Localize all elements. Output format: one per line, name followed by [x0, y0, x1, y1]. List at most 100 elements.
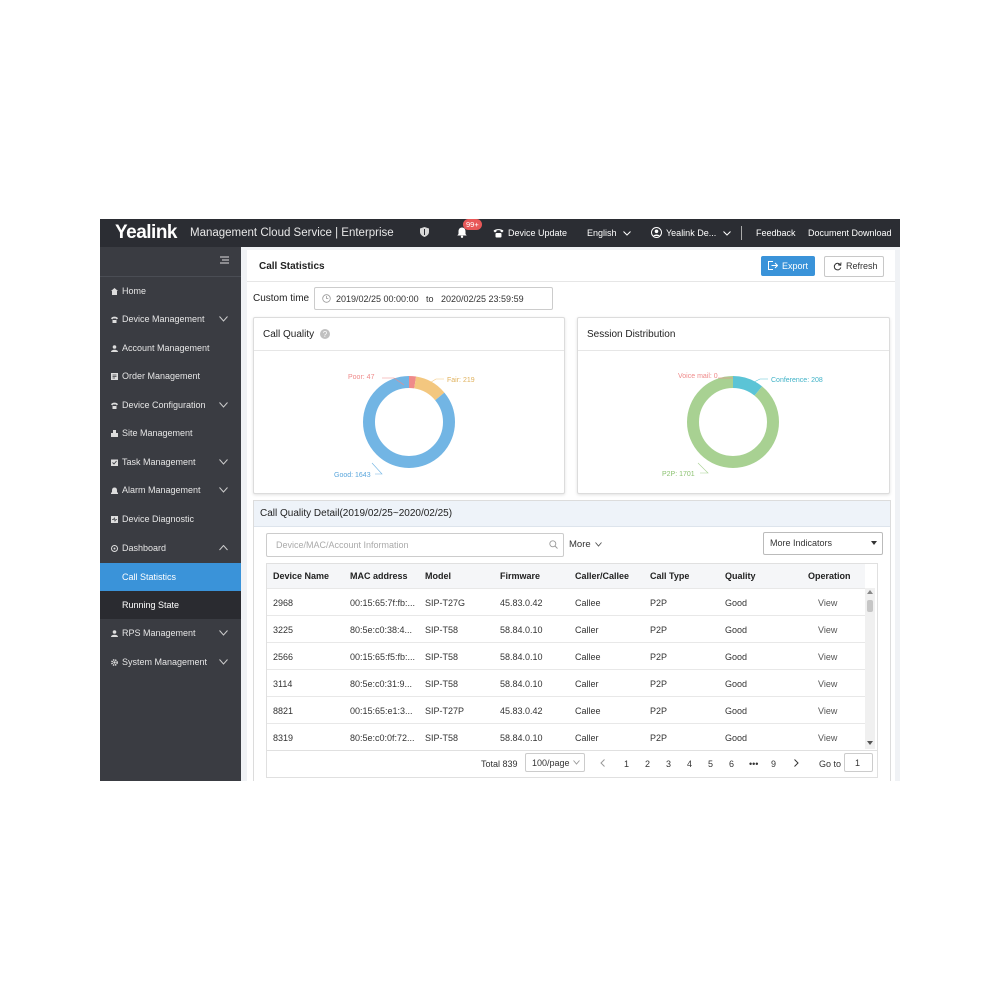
slice-p2p: [687, 376, 779, 468]
table-row: 8821 00:15:65:e1:3... SIP-T27P 45.83.0.42 Ca…: [267, 696, 865, 724]
feedback-link[interactable]: Feedback: [756, 228, 796, 238]
page-number[interactable]: 2: [645, 759, 651, 769]
sidebar-subitem-label: Call Statistics: [122, 572, 177, 582]
site-icon: [111, 430, 118, 437]
table-cell: 8319: [273, 733, 294, 743]
good-label: Good: 1643: [334, 472, 371, 479]
date-to: 2020/02/25 23:59:59: [441, 294, 524, 304]
scroll-down-icon[interactable]: [867, 741, 873, 745]
table-cell: P2P: [650, 706, 668, 716]
export-label: Export: [782, 261, 809, 271]
page-number[interactable]: 5: [708, 759, 714, 769]
table-cell: 80:5e:c0:31:9...: [350, 679, 413, 689]
refresh-button[interactable]: Refresh: [824, 256, 884, 277]
date-range-picker[interactable]: 2019/02/25 00:00:00 to 2020/02/25 23:59:…: [314, 287, 553, 310]
table-cell: P2P: [650, 652, 668, 662]
user-menu[interactable]: Yealink De...: [666, 228, 731, 238]
search-input[interactable]: Device/MAC/Account Information: [266, 533, 564, 557]
leader-line-poor: [382, 377, 405, 386]
scrollbar-thumb[interactable]: [867, 600, 873, 612]
header-divider: [247, 281, 895, 282]
sidebar-subitem-label: Running State: [122, 600, 180, 610]
next-page-icon[interactable]: [794, 759, 799, 767]
sidebar-item-label: Device Configuration: [122, 400, 206, 410]
export-icon: [768, 261, 778, 270]
goto-value: 1: [855, 758, 861, 768]
table-cell: P2P: [650, 598, 668, 608]
view-link[interactable]: View: [818, 733, 838, 743]
table-row: 3225 80:5e:c0:38:4... SIP-T58 58.84.0.10 Cal…: [267, 615, 865, 643]
sidebar-item-task-management[interactable]: Task Management: [100, 449, 241, 477]
pagination: Total 839 100/page 1 2 3 4 5 6 ••• 9 Go to 1: [266, 749, 878, 778]
bell-icon[interactable]: [457, 227, 467, 238]
prev-page-icon[interactable]: [600, 759, 605, 767]
diagnostic-icon: [111, 516, 118, 523]
table-cell: 58.84.0.10: [500, 652, 543, 662]
table-cell: 8821: [273, 706, 294, 716]
sidebar-item-site-management[interactable]: Site Management: [100, 420, 241, 448]
chevron-down-icon: [219, 630, 228, 636]
table-cell: Caller: [575, 679, 599, 689]
view-link[interactable]: View: [818, 679, 838, 689]
per-page-select[interactable]: 100/page: [525, 753, 585, 772]
sidebar-item-device-management[interactable]: Device Management: [100, 306, 241, 334]
view-link[interactable]: View: [818, 598, 838, 608]
table-cell: 58.84.0.10: [500, 679, 543, 689]
column-header: Call Type: [650, 571, 690, 581]
fair-label: Fair: 219: [447, 377, 475, 384]
sidebar-item-rps-management[interactable]: RPS Management: [100, 620, 241, 648]
svg-text:?: ?: [323, 330, 328, 339]
goto-page-input[interactable]: 1: [844, 753, 873, 772]
page-number[interactable]: 4: [687, 759, 693, 769]
sidebar-item-dashboard[interactable]: Dashboard: [100, 535, 241, 563]
device-update-link[interactable]: Device Update: [508, 228, 568, 238]
gear-icon: [111, 659, 118, 666]
column-header: MAC address: [350, 571, 408, 581]
date-from: 2019/02/25 00:00:00: [336, 294, 419, 304]
table-cell: 45.83.0.42: [500, 598, 543, 608]
conference-label: Conference: 208: [771, 377, 823, 384]
page-number[interactable]: 6: [729, 759, 735, 769]
table-scrollbar[interactable]: [865, 588, 875, 749]
sidebar-item-home[interactable]: Home: [100, 278, 241, 306]
view-link[interactable]: View: [818, 625, 838, 635]
more-filter-button[interactable]: More: [569, 539, 602, 550]
sidebar-item-device-diagnostic[interactable]: Device Diagnostic: [100, 506, 241, 534]
sidebar-item-label: Account Management: [122, 343, 210, 353]
sidebar-item-alarm-management[interactable]: Alarm Management: [100, 477, 241, 505]
language-label: English: [587, 228, 617, 238]
sidebar-item-order-management[interactable]: Order Management: [100, 363, 241, 391]
scroll-up-icon[interactable]: [867, 590, 873, 594]
table-cell: 00:15:65:f5:fb:...: [350, 652, 416, 662]
page-number[interactable]: 3: [666, 759, 672, 769]
device-icon: [111, 316, 118, 323]
help-icon[interactable]: ?: [320, 329, 330, 339]
card-header: Session Distribution: [578, 318, 889, 351]
search-icon[interactable]: [549, 540, 558, 549]
document-download-link[interactable]: Document Download: [808, 228, 892, 238]
sidebar-subitem-running-state[interactable]: Running State: [100, 591, 241, 619]
view-link[interactable]: View: [818, 652, 838, 662]
table-cell: SIP-T58: [425, 652, 459, 662]
sidebar-item-system-management[interactable]: System Management: [100, 649, 241, 677]
table-row: 8319 80:5e:c0:0f:72... SIP-T58 58.84.0.10 Ca…: [267, 723, 865, 751]
page-number[interactable]: 9: [771, 759, 777, 769]
sidebar-subitem-call-statistics[interactable]: Call Statistics: [100, 563, 241, 591]
sidebar-item-label: Device Diagnostic: [122, 514, 195, 524]
language-select[interactable]: English: [587, 228, 631, 238]
collapse-menu-icon[interactable]: [220, 256, 229, 264]
order-icon: [111, 373, 118, 380]
sidebar-item-device-configuration[interactable]: Device Configuration: [100, 392, 241, 420]
page-number[interactable]: 1: [624, 759, 630, 769]
user-avatar-icon[interactable]: [651, 227, 662, 238]
sidebar-item-label: Order Management: [122, 371, 201, 381]
page-ellipsis[interactable]: •••: [749, 759, 759, 769]
export-button[interactable]: Export: [761, 256, 815, 276]
sidebar-item-account-management[interactable]: Account Management: [100, 335, 241, 363]
shield-icon[interactable]: [420, 227, 429, 237]
session-distribution-card: Session Distribution Voice mail: 0 Confe…: [577, 317, 890, 494]
table-cell: Caller: [575, 625, 599, 635]
table-cell: P2P: [650, 625, 668, 635]
more-indicators-select[interactable]: More Indicators: [763, 532, 883, 555]
view-link[interactable]: View: [818, 706, 838, 716]
